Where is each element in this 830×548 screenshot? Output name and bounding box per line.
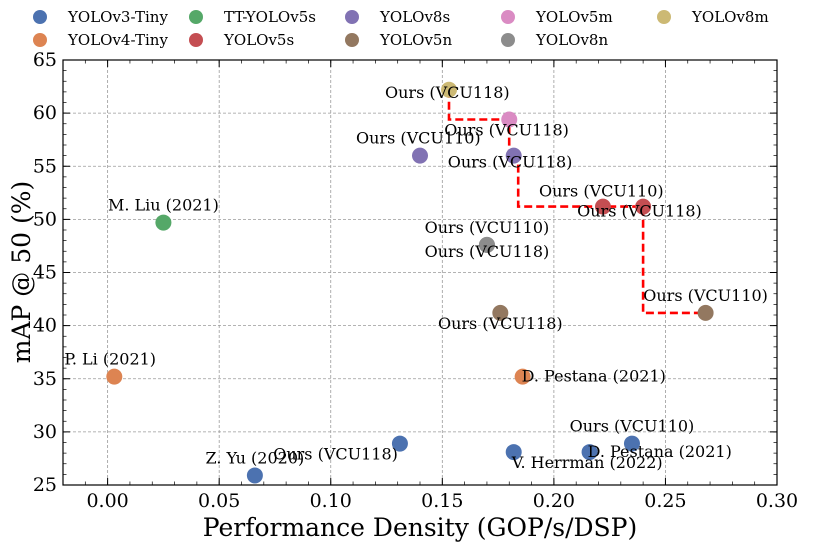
point-yolov5s-1 bbox=[635, 198, 652, 215]
y-tick-label: 30 bbox=[33, 421, 57, 443]
y-tick-label: 55 bbox=[33, 155, 57, 177]
legend-label: YOLOv4-Tiny bbox=[67, 31, 168, 49]
x-tick-label: 0.30 bbox=[756, 490, 798, 512]
x-axis-title: Performance Density (GOP/s/DSP) bbox=[203, 513, 638, 542]
point-yolov3-tiny-2 bbox=[505, 444, 522, 461]
point-label: D. Pestana (2021) bbox=[588, 442, 732, 461]
y-tick-label: 35 bbox=[33, 368, 57, 390]
point-yolov3-tiny-4 bbox=[623, 435, 640, 452]
point-yolov5m-0 bbox=[501, 111, 518, 128]
point-label: Ours (VCU110) bbox=[356, 129, 481, 148]
point-label: D. Pestana (2021) bbox=[522, 367, 666, 386]
legend-marker bbox=[189, 33, 203, 47]
legend-marker bbox=[33, 33, 47, 47]
legend-label: YOLOv5s bbox=[223, 31, 294, 49]
y-axis-title: mAP @ 50 (%) bbox=[7, 181, 36, 364]
point-label: Ours (VCU118) bbox=[425, 242, 550, 261]
legend-label: YOLOv8s bbox=[379, 8, 450, 26]
legend: YOLOv3-Tiny YOLOv4-Tiny TT-YOLOv5s YOLOv5s Y… bbox=[33, 8, 769, 49]
point-label: Ours (VCU118) bbox=[577, 202, 702, 221]
legend-marker bbox=[345, 10, 359, 24]
legend-label: YOLOv8n bbox=[535, 31, 608, 49]
point-label: Ours (VCU118) bbox=[438, 314, 563, 333]
legend-marker bbox=[501, 33, 515, 47]
point-yolov3-tiny-1 bbox=[391, 435, 408, 452]
point-yolov8s-0 bbox=[412, 147, 428, 164]
legend-label: YOLOv3-Tiny bbox=[67, 8, 168, 26]
x-tick-label: 0.10 bbox=[310, 490, 352, 512]
point-label: Ours (VCU118) bbox=[444, 121, 569, 140]
point-label: Z. Yu (2020) bbox=[205, 448, 304, 467]
point-yolov8s-1 bbox=[505, 147, 522, 164]
point-label: Ours (VCU118) bbox=[448, 153, 573, 172]
legend-label: YOLOv5m bbox=[535, 8, 613, 26]
point-label: P. Li (2021) bbox=[64, 350, 156, 369]
x-tick-label: 0.25 bbox=[644, 490, 686, 512]
y-tick-label: 25 bbox=[33, 474, 57, 496]
point-label: Ours (VCU118) bbox=[273, 445, 398, 464]
x-tick-label: 0.20 bbox=[533, 490, 575, 512]
legend-marker bbox=[33, 10, 47, 24]
y-tick-label: 65 bbox=[33, 49, 57, 71]
y-tick-label: 60 bbox=[33, 102, 57, 124]
point-tt-yolov5s-0 bbox=[155, 214, 172, 231]
point-label: Ours (VCU110) bbox=[539, 182, 664, 201]
axes: 0.00 0.05 0.10 0.15 0.20 0.25 0.30 25 30 35 40 45 50… bbox=[33, 49, 798, 512]
point-yolov4-tiny-1 bbox=[514, 368, 531, 385]
x-tick-label: 0.00 bbox=[86, 490, 128, 512]
legend-marker bbox=[657, 10, 671, 24]
legend-label: TT-YOLOv5s bbox=[224, 8, 316, 26]
y-tick-label: 40 bbox=[33, 315, 57, 337]
y-tick-label: 45 bbox=[33, 262, 57, 284]
point-yolov5n-0 bbox=[492, 304, 509, 321]
point-yolov4-tiny-0 bbox=[106, 368, 123, 385]
point-yolov5n-1 bbox=[697, 304, 714, 321]
point-yolov8n-1 bbox=[478, 236, 495, 253]
legend-label: YOLOv8m bbox=[691, 8, 769, 26]
x-tick-label: 0.05 bbox=[198, 490, 240, 512]
x-tick-label: 0.15 bbox=[421, 490, 463, 512]
point-label: Ours (VCU110) bbox=[570, 417, 695, 436]
point-label: Ours (VCU118) bbox=[385, 83, 510, 102]
point-label: V. Herrman (2022) bbox=[511, 453, 663, 472]
legend-marker bbox=[189, 10, 203, 24]
point-yolov5s-0 bbox=[594, 198, 611, 215]
point-label: Ours (VCU110) bbox=[425, 218, 550, 237]
legend-marker bbox=[345, 33, 359, 47]
y-tick-label: 50 bbox=[33, 208, 57, 230]
point-label: Ours (VCU110) bbox=[643, 286, 768, 305]
point-label: M. Liu (2021) bbox=[108, 196, 219, 215]
point-yolov3-tiny-0 bbox=[246, 467, 263, 484]
data-points bbox=[106, 81, 714, 484]
legend-marker bbox=[501, 10, 515, 24]
legend-label: YOLOv5n bbox=[379, 31, 452, 49]
point-yolov3-tiny-3 bbox=[581, 444, 598, 461]
point-labels: Z. Yu (2020)Ours (VCU118) V. Herrman (202… bbox=[64, 83, 768, 472]
point-yolov8m-0 bbox=[441, 81, 458, 98]
